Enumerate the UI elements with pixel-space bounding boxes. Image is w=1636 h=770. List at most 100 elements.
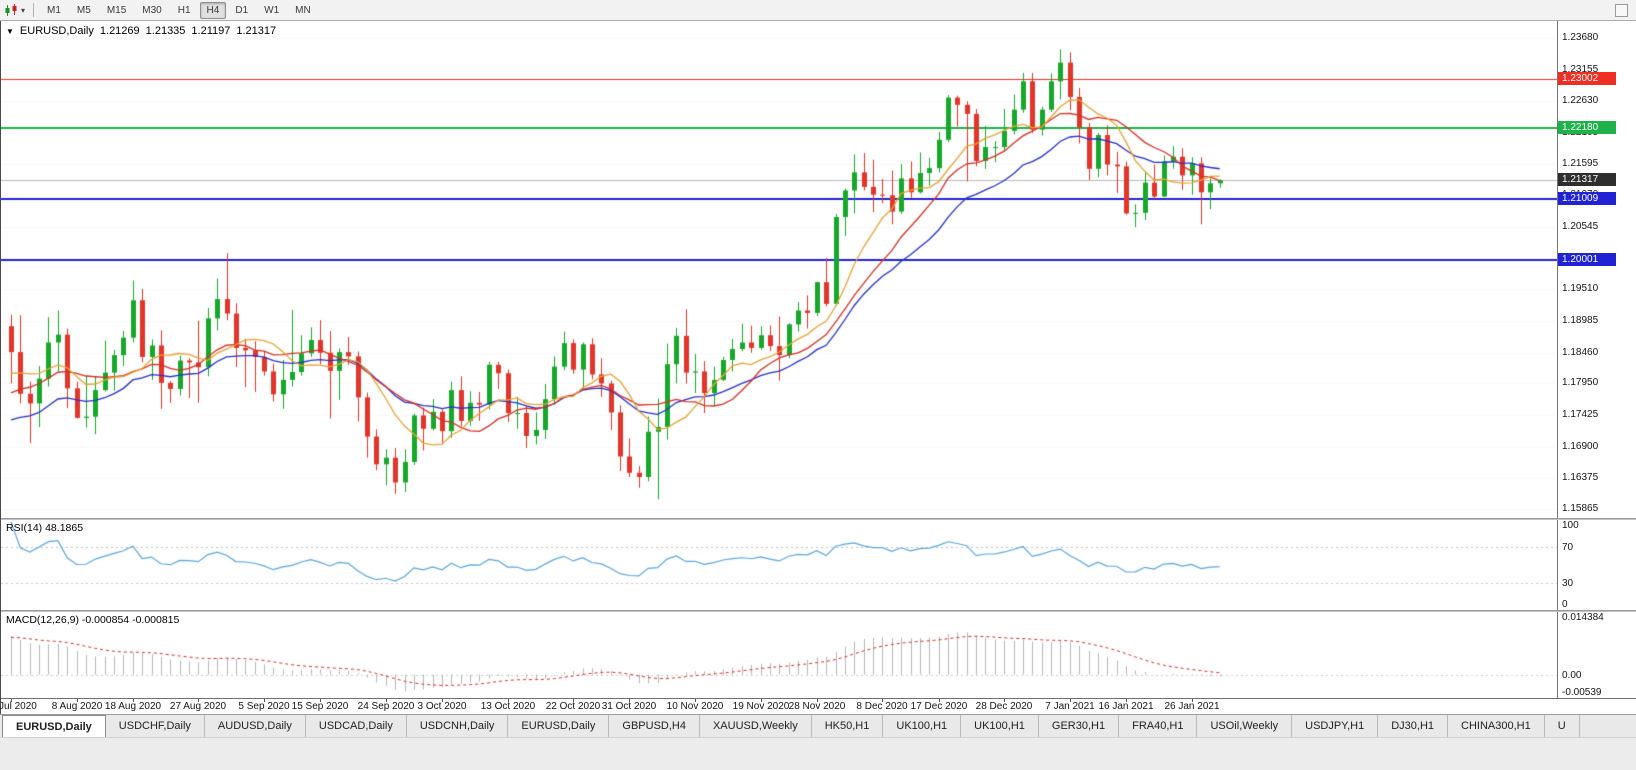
price-axis-tick: 1.16900	[1562, 440, 1599, 452]
date-axis-label: 8 Dec 2020	[856, 701, 908, 712]
pane-splitter[interactable]	[1, 610, 1636, 612]
date-axis-label: 27 Aug 2020	[169, 701, 227, 712]
date-axis-label: 13 Oct 2020	[480, 701, 536, 712]
chart-symbol-period: EURUSD,Daily	[19, 25, 94, 37]
price-axis-tick: 1.19510	[1562, 283, 1599, 295]
time-axis-tick	[882, 699, 883, 702]
chart-tab-usdcnh-daily[interactable]: USDCNH,Daily	[406, 715, 509, 737]
macd-axis-tick: -0.00539	[1562, 687, 1602, 698]
price-axis-tick: 1.15865	[1562, 503, 1599, 515]
price-chart-canvas[interactable]	[1, 21, 1557, 518]
time-axis-tick	[629, 699, 630, 702]
rsi-axis: 100 70 30 0	[1557, 520, 1636, 610]
price-axis-tick: 1.17425	[1562, 409, 1599, 421]
hline-price-tag[interactable]: 1.23002	[1558, 71, 1616, 85]
chart-tab-usdcad-daily[interactable]: USDCAD,Daily	[305, 715, 407, 737]
current-price-tag: 1.21317	[1558, 173, 1616, 187]
price-axis-tick: 1.18985	[1562, 315, 1599, 327]
date-axis-label: 8 Aug 2020	[51, 701, 103, 712]
timeframe-button-h4[interactable]: H4	[199, 1, 227, 19]
time-axis-tick	[573, 699, 574, 702]
macd-axis-tick: 0.014384	[1562, 612, 1604, 623]
rsi-pane: RSI(14) 48.1865 100 70 30 0	[1, 520, 1636, 610]
timeframe-button-d1[interactable]: D1	[235, 4, 249, 16]
date-axis-label: 18 Aug 2020	[104, 701, 162, 712]
date-axis-label: 19 Nov 2020	[732, 701, 790, 712]
timeframe-button-m5[interactable]: M5	[76, 4, 91, 16]
time-axis-tick	[133, 699, 134, 702]
timeframe-button-m1[interactable]: M1	[47, 4, 61, 16]
chart-close-value: 1.21317	[236, 25, 277, 37]
time-axis-tick	[11, 699, 12, 702]
pane-splitter[interactable]	[1, 518, 1636, 520]
time-axis-tick	[508, 699, 509, 702]
candlestick-chart-icon[interactable]	[4, 3, 19, 17]
toolbar: ▾ M1 M5 M15 M30 H1 H4 D1 W1 MN	[0, 0, 1636, 21]
timeframe-button-m15[interactable]: M15	[106, 4, 127, 16]
timeframe-button-m30[interactable]: M30	[142, 4, 162, 16]
price-pane: ▼ EURUSD,Daily 1.21269 1.21335 1.21197 1…	[1, 21, 1636, 518]
date-axis-label: 28 Nov 2020	[788, 701, 846, 712]
price-axis[interactable]: 1.236801.231551.226301.221051.215951.210…	[1557, 21, 1636, 518]
chart-tab-gbpusd-h4[interactable]: GBPUSD,H4	[609, 715, 700, 737]
time-axis-tick	[442, 699, 443, 702]
date-axis-label: 3 Oct 2020	[417, 701, 467, 712]
chart-high-value: 1.21335	[145, 25, 186, 37]
hline-price-tag[interactable]: 1.20001	[1558, 252, 1616, 266]
chart-tab-uk100-h1[interactable]: UK100,H1	[961, 715, 1039, 737]
chart-tab-audusd-daily[interactable]: AUDUSD,Daily	[204, 715, 306, 737]
chart-tab-usdjpy-h1[interactable]: USDJPY,H1	[1292, 715, 1379, 737]
timeframe-button-w1[interactable]: W1	[264, 4, 280, 16]
chart-tab-usoil-weekly[interactable]: USOil,Weekly	[1197, 715, 1293, 737]
date-axis-label: 28 Dec 2020	[975, 701, 1033, 712]
hline-price-tag[interactable]: 1.22180	[1558, 121, 1616, 135]
status-area	[0, 737, 1636, 770]
chart-tab-fra40-h1[interactable]: FRA40,H1	[1119, 715, 1198, 737]
macd-label: MACD(12,26,9) -0.000854 -0.000815	[6, 614, 180, 626]
chart-tab-xauusd-weekly[interactable]: XAUUSD,Weekly	[699, 715, 812, 737]
date-axis-label: 16 Jan 2021	[1098, 701, 1154, 712]
chart-tab-hk50-h1[interactable]: HK50,H1	[811, 715, 884, 737]
time-axis-tick	[198, 699, 199, 702]
chart-tab-uk100-h1[interactable]: UK100,H1	[883, 715, 962, 737]
chart-tab-eurusd-daily[interactable]: EURUSD,Daily	[2, 715, 106, 737]
price-axis-tick: 1.23680	[1562, 31, 1599, 43]
rsi-axis-tick: 100	[1562, 520, 1579, 531]
time-axis-tick	[817, 699, 818, 702]
macd-canvas[interactable]	[1, 612, 1557, 698]
chart-tab-bar: EURUSD,Daily USDCHF,Daily AUDUSD,Daily USDC…	[0, 714, 1636, 737]
chart-info-line: ▼ EURUSD,Daily 1.21269 1.21335 1.21197 1…	[6, 25, 276, 38]
rsi-canvas[interactable]	[1, 520, 1557, 610]
chart-low-value: 1.21197	[191, 25, 231, 37]
chart-tab-usdchf-daily[interactable]: USDCHF,Daily	[105, 715, 205, 737]
time-axis-tick	[939, 699, 940, 702]
toolbar-overflow-button[interactable]	[1615, 3, 1628, 17]
rsi-label: RSI(14) 48.1865	[6, 522, 84, 534]
time-axis-tick	[695, 699, 696, 702]
timeframe-button-mn[interactable]: MN	[295, 4, 311, 16]
timeframe-button-h1[interactable]: H1	[177, 4, 191, 16]
date-axis-label: 5 Sep 2020	[238, 701, 290, 712]
chart-tab-eurusd-daily[interactable]: EURUSD,Daily	[508, 715, 610, 737]
price-axis-tick: 1.18460	[1562, 346, 1599, 358]
chart-tab-u[interactable]: U	[1544, 715, 1580, 737]
chart-tab-dj30-h1[interactable]: DJ30,H1	[1378, 715, 1449, 737]
timeframe-group: M1 M5 M15 M30 H1 H4 D1 W1 MN	[39, 1, 319, 19]
time-axis-tick	[386, 699, 387, 702]
chevron-down-icon[interactable]: ▾	[21, 5, 26, 15]
collapse-icon[interactable]: ▼	[6, 27, 14, 36]
price-axis-tick: 1.16375	[1562, 472, 1599, 484]
chart-tab-ger30-h1[interactable]: GER30,H1	[1038, 715, 1120, 737]
time-axis-tick	[1192, 699, 1193, 702]
chart-tab-china300-h1[interactable]: CHINA300,H1	[1448, 715, 1545, 737]
date-axis-label: 15 Sep 2020	[291, 701, 349, 712]
toolbar-separator	[33, 3, 35, 17]
date-axis-label: 30 Jul 2020	[0, 701, 37, 712]
price-axis-tick: 1.22630	[1562, 95, 1599, 107]
time-axis-tick	[1070, 699, 1071, 702]
date-axis-label: 26 Jan 2021	[1164, 701, 1220, 712]
hline-price-tag[interactable]: 1.21009	[1558, 191, 1616, 205]
price-axis-tick: 1.23155	[1562, 63, 1599, 75]
macd-axis: 0.014384 0.00 -0.00539	[1557, 612, 1636, 698]
